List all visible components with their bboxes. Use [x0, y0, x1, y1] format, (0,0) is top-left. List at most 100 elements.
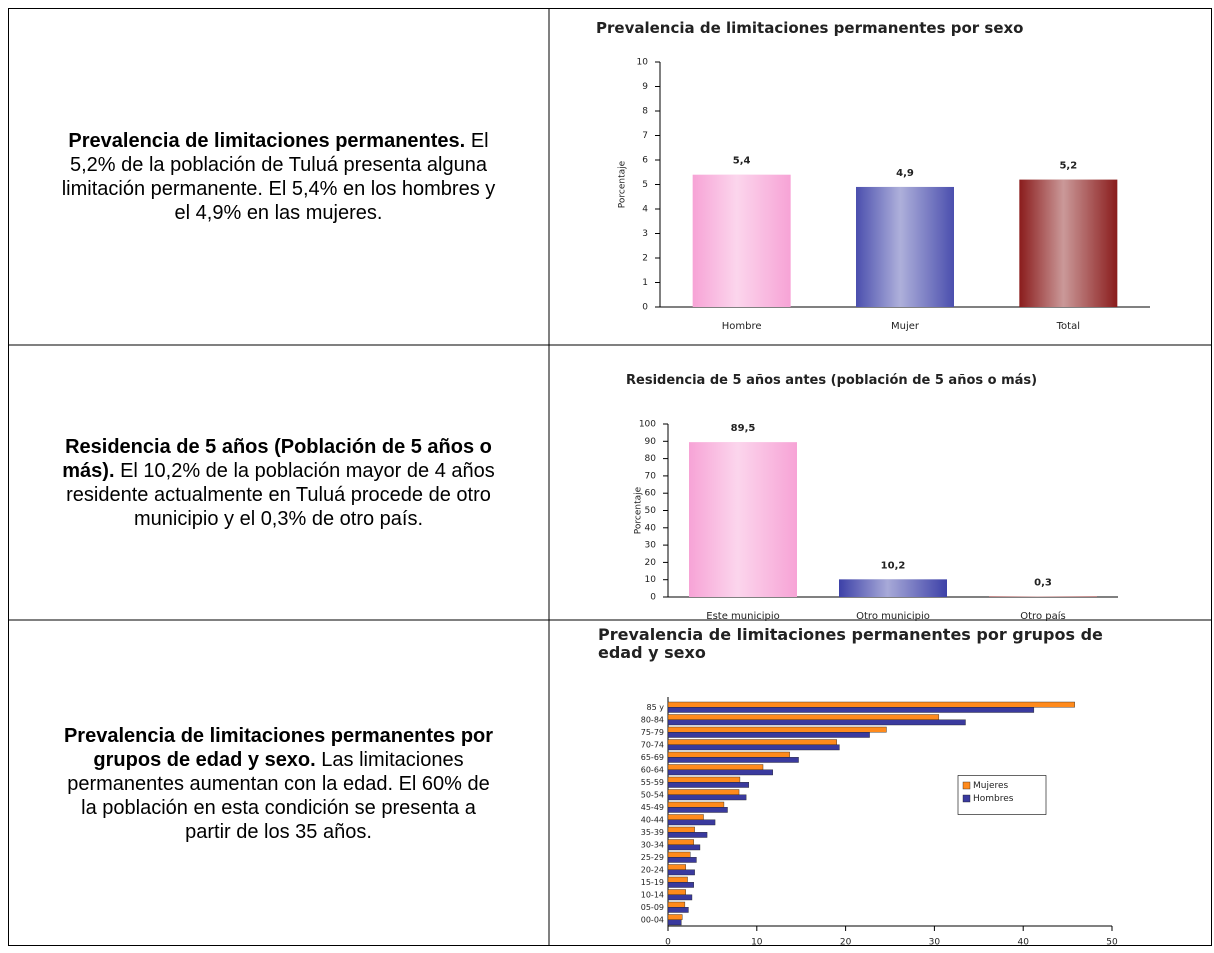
y-tick-label: 50 — [645, 506, 657, 516]
bar — [667, 757, 799, 763]
table-border — [8, 8, 1212, 946]
bar — [667, 889, 686, 895]
bar — [667, 719, 966, 726]
y-tick-label: 100 — [639, 420, 656, 430]
legend-label: Mujeres — [973, 781, 1009, 791]
x-tick-label: 10 — [751, 938, 763, 948]
legend-box — [957, 775, 1047, 815]
y-tick-label: 2 — [642, 254, 648, 264]
y-tick-label: 60 — [645, 489, 657, 499]
y-tick-label: 30-34 — [641, 840, 664, 849]
bar — [667, 732, 870, 738]
y-tick-label: 1 — [642, 278, 648, 288]
bar — [667, 826, 695, 833]
x-tick-label: Mujer — [891, 321, 920, 332]
y-tick-label: 3 — [642, 229, 648, 239]
value-label: 89,5 — [731, 423, 756, 434]
bar — [667, 776, 741, 783]
text-cell: Prevalencia de limitaciones permanentes.… — [9, 9, 548, 345]
y-tick-label: 35-39 — [641, 828, 664, 837]
heading: Prevalencia de limitaciones permanentes. — [68, 130, 466, 152]
x-tick-label: 20 — [840, 938, 852, 948]
y-tick-label: 05-09 — [641, 903, 664, 912]
bar — [667, 876, 688, 883]
legend-swatch — [962, 781, 971, 790]
bar — [667, 782, 750, 788]
text-cell: Residencia de 5 años (Población de 5 año… — [9, 346, 548, 620]
y-tick-label: 70-74 — [641, 740, 664, 749]
y-tick-label: 7 — [642, 131, 648, 141]
x-tick-label: Otro país — [1020, 610, 1065, 622]
x-tick-label: 0 — [665, 938, 671, 948]
y-tick-label: 55-59 — [641, 778, 664, 787]
y-tick-label: 80-84 — [641, 715, 664, 724]
bar — [667, 764, 764, 770]
chart-title: Residencia de 5 años antes (población de… — [626, 373, 1038, 388]
bar — [667, 832, 708, 838]
heading: Prevalencia de limitaciones permanentes … — [63, 724, 494, 771]
bar — [667, 701, 1075, 708]
x-tick-label: 30 — [929, 938, 941, 948]
bar — [667, 894, 693, 901]
value-label: 5,4 — [733, 156, 751, 167]
body-text: El 10,2% de la población mayor de 4 años… — [66, 460, 495, 530]
bar — [667, 714, 940, 720]
y-tick-label: 8 — [642, 107, 648, 117]
y-tick-label: 10 — [637, 58, 649, 68]
bar — [667, 901, 686, 908]
x-tick-label: Total — [1056, 321, 1080, 332]
value-label: 4,9 — [896, 168, 914, 179]
y-tick-label: 4 — [642, 205, 648, 215]
bar — [667, 794, 747, 801]
y-axis-label: Porcentaje — [618, 160, 628, 208]
y-tick-label: 60-64 — [641, 765, 664, 774]
bar — [667, 914, 683, 920]
bar-shine — [692, 174, 791, 307]
bar-shine — [839, 579, 947, 597]
x-tick-label: Hombre — [722, 321, 762, 332]
y-tick-label: 10 — [645, 575, 657, 585]
x-tick-label: 50 — [1106, 938, 1118, 948]
heading: Residencia de 5 años (Población de 5 año… — [62, 436, 492, 482]
bar — [667, 744, 840, 751]
y-tick-label: 00-04 — [641, 915, 664, 924]
x-tick-label: 40 — [1017, 938, 1029, 948]
bar — [667, 844, 701, 851]
y-tick-label: 85 y — [647, 703, 665, 712]
y-tick-label: 5 — [642, 180, 648, 190]
y-tick-label: 90 — [645, 437, 657, 447]
y-tick-label: 15-19 — [641, 878, 664, 887]
bar — [667, 864, 686, 870]
y-tick-label: 0 — [650, 593, 656, 603]
body-text: El 5,2% de la población de Tuluá present… — [61, 130, 496, 224]
y-tick-label: 40 — [645, 523, 657, 533]
bar-shine — [1019, 179, 1118, 307]
legend-swatch — [962, 794, 971, 803]
value-label: 5,2 — [1059, 161, 1077, 172]
chart-title: Prevalencia de limitaciones permanentes … — [598, 625, 1103, 663]
bar-shine — [856, 186, 954, 307]
value-label: 0,3 — [1034, 577, 1052, 588]
bar — [667, 907, 689, 913]
y-tick-label: 20-24 — [641, 865, 664, 874]
y-tick-label: 30 — [645, 541, 657, 551]
bar — [667, 882, 694, 888]
y-tick-label: 45-49 — [641, 803, 664, 812]
y-tick-label: 40-44 — [641, 815, 664, 824]
bar — [667, 807, 728, 813]
y-tick-label: 0 — [642, 303, 648, 313]
y-tick-label: 50-54 — [641, 790, 664, 799]
bar — [667, 869, 695, 876]
bar — [667, 726, 887, 733]
bar — [667, 739, 837, 745]
bar — [667, 839, 694, 845]
chart-title: Prevalencia de limitaciones permanentes … — [596, 19, 1024, 37]
text-cell: Prevalencia de limitaciones permanentes … — [9, 621, 548, 946]
y-tick-label: 20 — [645, 558, 657, 568]
bar — [667, 857, 697, 863]
bar — [667, 707, 1035, 713]
bar — [667, 819, 716, 826]
y-tick-label: 25-29 — [641, 853, 664, 862]
